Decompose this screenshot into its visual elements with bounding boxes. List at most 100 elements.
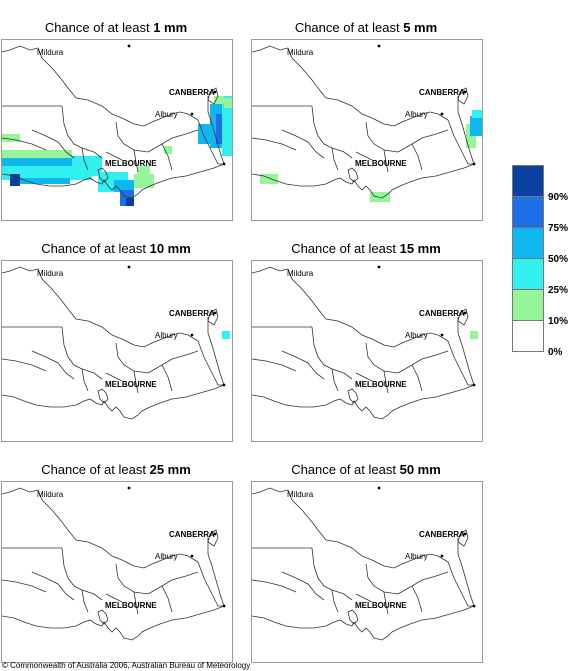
place-melbourne: MELBOURNE: [105, 380, 157, 389]
map-boundary: [457, 96, 475, 165]
map-25mm: Mildura CANBERRA Albury MELBOURNE: [1, 481, 233, 663]
city-marker: [213, 532, 217, 536]
map-boundary: [2, 137, 47, 151]
city-marker: [222, 162, 226, 166]
map-boundary: [383, 370, 389, 394]
victoria-map: [2, 265, 226, 420]
legend-swatch-90: [512, 165, 544, 197]
map-boundary: [252, 45, 449, 127]
panel-title-5mm: Chance of at least 5 mm: [294, 20, 438, 35]
victoria-map: [252, 265, 476, 420]
city-marker: [127, 486, 131, 490]
map-boundary: [31, 350, 75, 380]
place-canberra: CANBERRA: [419, 88, 465, 97]
city-marker: [377, 265, 381, 269]
map-boundary: [97, 388, 109, 404]
map-boundary: [252, 137, 297, 151]
map-boundary: [197, 119, 224, 165]
map-boundary: [331, 147, 353, 159]
city-marker: [190, 333, 194, 337]
city-marker: [213, 90, 217, 94]
city-marker: [222, 383, 226, 387]
map-boundary: [81, 368, 89, 392]
place-mildura: Mildura: [287, 269, 314, 278]
map-boundary: [105, 593, 123, 603]
legend-swatch-50: [512, 227, 544, 259]
city-marker: [222, 604, 226, 608]
map-boundary: [447, 340, 474, 386]
map-boundary: [81, 147, 89, 171]
map-boundary: [281, 129, 325, 159]
place-canberra: CANBERRA: [169, 530, 215, 539]
map-boundary: [311, 547, 333, 591]
map-boundary: [2, 605, 225, 641]
map-boundary: [331, 368, 353, 380]
city-marker: [472, 162, 476, 166]
city-marker: [127, 265, 131, 269]
map-boundary: [447, 561, 474, 607]
map-boundary: [133, 149, 139, 173]
map-50mm: Mildura CANBERRA Albury MELBOURNE: [251, 481, 483, 663]
map-boundary: [2, 45, 199, 127]
map-boundary: [161, 585, 173, 613]
map-boundary: [411, 364, 423, 392]
legend-swatch-10: [512, 289, 544, 321]
map-boundary: [105, 372, 123, 382]
city-marker: [463, 311, 467, 315]
map-boundary: [81, 589, 89, 613]
map-boundary: [207, 538, 225, 607]
map-boundary: [331, 589, 353, 601]
map-boundary: [2, 358, 47, 372]
rain-overlay: [260, 110, 482, 202]
map-5mm: Mildura CANBERRA Albury MELBOURNE: [251, 39, 483, 221]
panel-title-50mm: Chance of at least 50 mm: [291, 462, 441, 477]
place-melbourne: MELBOURNE: [105, 601, 157, 610]
map-boundary: [133, 370, 139, 394]
rain-overlay: [470, 331, 478, 339]
map-boundary: [147, 129, 199, 153]
map-boundary: [457, 529, 469, 547]
map-boundary: [147, 571, 199, 595]
place-canberra: CANBERRA: [169, 309, 215, 318]
city-marker: [440, 112, 444, 116]
map-boundary: [207, 87, 219, 105]
place-canberra: CANBERRA: [419, 309, 465, 318]
map-boundary: [161, 364, 173, 392]
place-canberra: CANBERRA: [169, 88, 215, 97]
map-boundary: [383, 149, 389, 173]
map-boundary: [311, 326, 333, 370]
map-boundary: [411, 585, 423, 613]
map-boundary: [197, 561, 224, 607]
map-boundary: [2, 384, 225, 420]
map-boundary: [252, 358, 297, 372]
panel-title-15mm: Chance of at least 15 mm: [291, 241, 441, 256]
city-marker: [127, 44, 131, 48]
map-boundary: [457, 317, 475, 386]
map-boundary: [97, 167, 109, 183]
place-mildura: Mildura: [287, 490, 314, 499]
map-boundary: [115, 563, 149, 595]
map-boundary: [115, 121, 149, 153]
place-albury: Albury: [405, 331, 428, 340]
legend-swatch-25: [512, 258, 544, 290]
legend-label-0: 0%: [548, 347, 563, 358]
map-boundary: [161, 143, 173, 171]
legend-swatch-0: [512, 320, 544, 352]
map-boundary: [207, 308, 219, 326]
panel-title-25mm: Chance of at least 25 mm: [41, 462, 191, 477]
map-boundary: [365, 121, 399, 153]
map-boundary: [252, 605, 475, 641]
city-marker: [190, 554, 194, 558]
map-boundary: [61, 105, 83, 149]
city-marker: [463, 532, 467, 536]
map-10mm: Mildura CANBERRA Albury MELBOURNE: [1, 260, 233, 442]
map-boundary: [115, 342, 149, 374]
map-boundary: [447, 119, 474, 165]
map-boundary: [311, 105, 333, 149]
place-mildura: Mildura: [287, 48, 314, 57]
victoria-map: [252, 486, 476, 641]
map-boundary: [411, 143, 423, 171]
map-boundary: [252, 384, 475, 420]
rain-overlay: [222, 331, 230, 339]
victoria-map: [252, 44, 476, 199]
